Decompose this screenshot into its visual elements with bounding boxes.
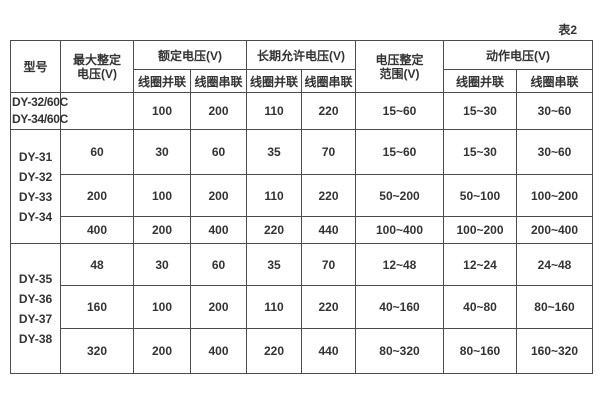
cell-setting-range: 12~48 (355, 243, 444, 286)
cell-setting-range: 15~60 (355, 129, 444, 175)
cell-models-group2: DY-31 DY-32 DY-33 DY-34 (10, 129, 61, 244)
table-row: DY-32/60C DY-34/60C 100 200 110 220 15~6… (10, 92, 593, 130)
model-name: DY-38 (18, 331, 53, 346)
cell-max-voltage: 48 (60, 243, 134, 286)
cell-rated-parallel: 30 (133, 243, 191, 286)
cell-longterm-parallel: 35 (246, 129, 302, 175)
model-name: DY-34 (18, 209, 53, 224)
header-longterm-coil-series: 线圈串联 (301, 69, 356, 93)
cell-rated-parallel: 100 (133, 174, 191, 217)
cell-setting-range: 80~320 (355, 328, 444, 374)
model-name: DY-34/60C (12, 112, 68, 126)
header-rated-coil-parallel: 线圈并联 (133, 69, 191, 93)
table-row: 320 200 400 220 440 80~320 80~160 160~32… (11, 328, 593, 374)
header-rated-coil-series: 线圈串联 (190, 69, 247, 93)
cell-rated-parallel: 200 (133, 328, 191, 374)
cell-longterm-parallel: 35 (246, 243, 302, 286)
header-operate-voltage: 动作电压(V) (443, 40, 593, 70)
model-name: DY-36 (18, 291, 53, 306)
cell-max-voltage: 60 (60, 129, 134, 175)
header-longterm-coil-parallel: 线圈并联 (246, 69, 302, 93)
cell-longterm-parallel: 110 (246, 174, 302, 217)
cell-operate-parallel: 100~200 (443, 216, 517, 244)
cell-max-voltage: 400 (60, 216, 134, 244)
header-max-setting-voltage: 最大整定 电压(V) (60, 40, 134, 93)
cell-rated-parallel: 200 (133, 216, 191, 244)
cell-longterm-series: 220 (301, 174, 356, 217)
cell-operate-series: 200~400 (516, 216, 593, 244)
cell-longterm-parallel: 220 (246, 216, 302, 244)
cell-max-voltage: 320 (60, 328, 134, 374)
cell-max-voltage: 160 (60, 285, 134, 329)
cell-longterm-series: 440 (301, 328, 356, 374)
model-name: DY-35 (18, 271, 53, 286)
cell-operate-series: 100~200 (516, 174, 593, 217)
header-setting-range: 电压整定 范围(V) (355, 40, 444, 93)
cell-models-group3: DY-35 DY-36 DY-37 DY-38 (10, 243, 61, 374)
table-row: 200 100 200 110 220 50~200 50~100 100~20… (11, 174, 593, 217)
model-name: DY-32 (18, 169, 53, 184)
cell-longterm-series: 220 (301, 92, 356, 130)
cell-rated-series: 200 (190, 92, 247, 130)
cell-rated-series: 60 (190, 243, 247, 286)
model-name: DY-31 (18, 149, 53, 164)
table-row: 160 100 200 110 220 40~160 40~80 80~160 (11, 285, 593, 329)
cell-rated-series: 200 (190, 285, 247, 329)
header-rated-voltage: 额定电压(V) (133, 40, 247, 70)
cell-operate-series: 30~60 (516, 92, 593, 130)
cell-rated-series: 60 (190, 129, 247, 175)
cell-longterm-series: 70 (301, 129, 356, 175)
cell-setting-range: 100~400 (355, 216, 444, 244)
cell-rated-series: 200 (190, 174, 247, 217)
cell-rated-parallel: 100 (133, 285, 191, 329)
cell-longterm-parallel: 110 (246, 285, 302, 329)
cell-operate-parallel: 80~160 (443, 328, 517, 374)
header-row-1: 型号 最大整定 电压(V) 额定电压(V) 长期允许电压(V) 电压整定 范围(… (10, 40, 593, 93)
cell-max-voltage (60, 92, 134, 130)
cell-operate-series: 24~48 (516, 243, 593, 286)
cell-rated-series: 400 (190, 328, 247, 374)
relay-spec-table: 型号 最大整定 电压(V) 额定电压(V) 长期允许电压(V) 电压整定 范围(… (10, 40, 593, 374)
header-max-setting-line1: 最大整定 (72, 52, 121, 67)
header-max-setting-line2: 电压(V) (77, 66, 117, 81)
model-name: DY-32/60C (12, 95, 68, 109)
cell-setting-range: 15~60 (355, 92, 444, 130)
table-caption: 表2 (558, 23, 577, 37)
header-long-term-voltage: 长期允许电压(V) (246, 40, 356, 70)
cell-longterm-series: 70 (301, 243, 356, 286)
cell-rated-series: 400 (190, 216, 247, 244)
cell-longterm-parallel: 110 (246, 92, 302, 130)
header-operate-coil-series: 线圈串联 (516, 69, 593, 93)
cell-models-group1: DY-32/60C DY-34/60C (10, 92, 68, 130)
cell-rated-parallel: 30 (133, 129, 191, 175)
cell-setting-range: 50~200 (355, 174, 444, 217)
header-model: 型号 (10, 40, 61, 93)
header-setting-range-line1: 电压整定 (375, 52, 424, 67)
cell-operate-series: 160~320 (516, 328, 593, 374)
model-name: DY-37 (18, 311, 53, 326)
cell-operate-parallel: 15~30 (443, 129, 517, 175)
header-operate-coil-parallel: 线圈并联 (443, 69, 517, 93)
table-row: 400 200 400 220 440 100~400 100~200 200~… (11, 216, 593, 244)
cell-operate-series: 30~60 (516, 129, 593, 175)
cell-max-voltage: 200 (60, 174, 134, 217)
cell-rated-parallel: 100 (133, 92, 191, 130)
cell-longterm-series: 440 (301, 216, 356, 244)
cell-longterm-parallel: 220 (246, 328, 302, 374)
cell-operate-parallel: 12~24 (443, 243, 517, 286)
cell-operate-series: 80~160 (516, 285, 593, 329)
cell-operate-parallel: 40~80 (443, 285, 517, 329)
cell-setting-range: 40~160 (355, 285, 444, 329)
cell-longterm-series: 220 (301, 285, 356, 329)
table-row: DY-35 DY-36 DY-37 DY-38 48 30 60 35 70 1… (10, 243, 593, 374)
table-row: DY-31 DY-32 DY-33 DY-34 60 30 60 35 70 1… (10, 129, 593, 244)
cell-operate-parallel: 50~100 (443, 174, 517, 217)
header-row-2: 线圈并联 线圈串联 线圈并联 线圈串联 线圈并联 线圈串联 (11, 69, 593, 93)
header-setting-range-line2: 范围(V) (379, 66, 420, 81)
cell-operate-parallel: 15~30 (443, 92, 517, 130)
model-name: DY-33 (18, 189, 53, 204)
